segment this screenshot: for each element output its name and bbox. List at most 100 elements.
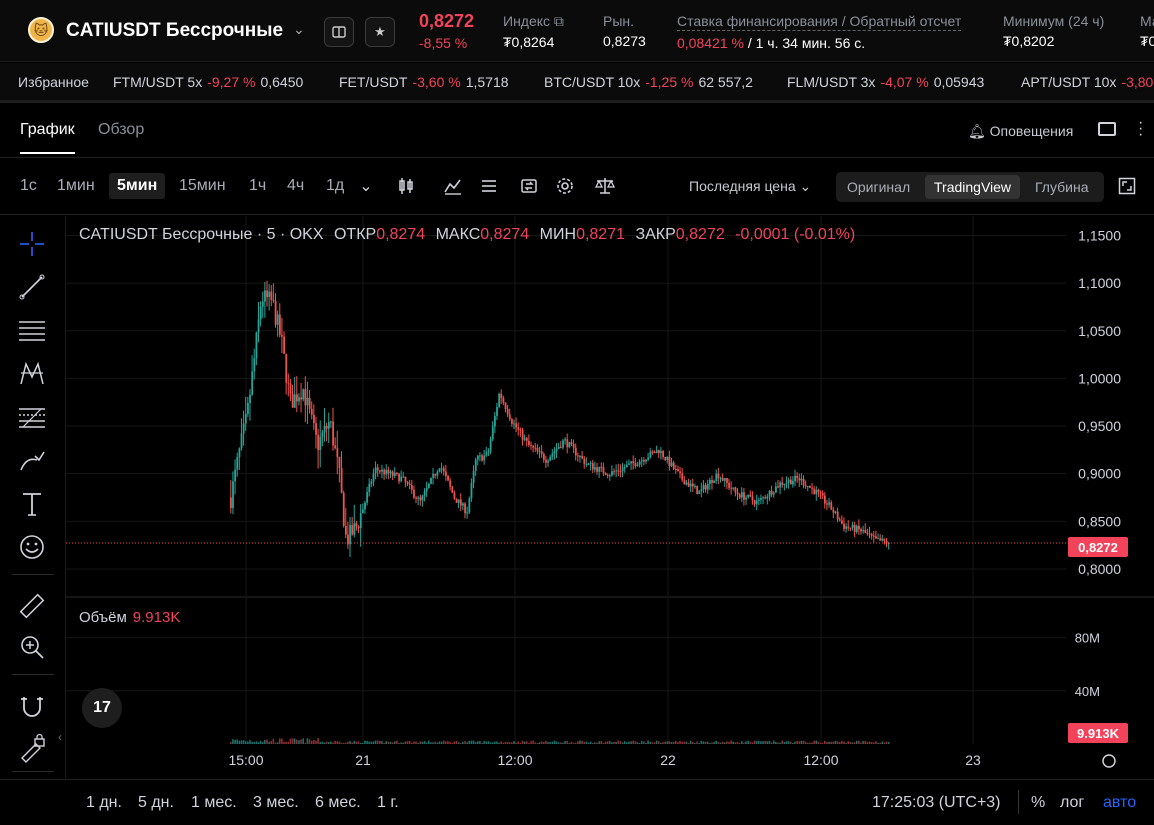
timeframe-1m[interactable]: 1мин <box>57 177 95 194</box>
funding-countdown: / 1 ч. 34 мин. 56 с. <box>743 35 866 51</box>
volume-bar <box>830 741 832 744</box>
timeframe-1d[interactable]: 1д <box>326 177 345 194</box>
volume-bar <box>851 742 854 744</box>
tab-overview[interactable]: Обзор <box>98 121 145 138</box>
favorite-star-icon[interactable]: ★ <box>365 17 395 47</box>
ticker-price: 0,6450 <box>260 74 304 90</box>
volume-bar <box>583 741 586 744</box>
brush-icon[interactable] <box>16 445 48 477</box>
candle-body <box>623 467 626 469</box>
price-chart[interactable]: 15:00 21 12:00 22 12:00 23 1,1500 1,1000 1,0500 1… <box>66 216 1154 778</box>
candle-body <box>883 538 886 541</box>
fib-retracement-icon[interactable] <box>16 402 48 434</box>
candle-body <box>511 419 513 424</box>
range-1m[interactable]: 1 мес. <box>191 794 237 811</box>
volume-bar <box>291 738 294 744</box>
zoom-in-icon[interactable] <box>16 631 48 663</box>
tradingview-logo-icon[interactable]: 17 <box>82 688 122 728</box>
candle-body <box>257 319 260 333</box>
candle-body <box>672 462 675 470</box>
candle-body <box>845 526 848 529</box>
window-icon[interactable] <box>1098 122 1116 136</box>
volume-bar <box>723 742 726 744</box>
legend-low: 0,8271 <box>576 226 625 243</box>
volume-bar <box>238 740 241 744</box>
ticker-item[interactable]: APT/USDT 10x -3,80 <box>1021 74 1154 90</box>
volume-bar <box>525 741 528 744</box>
ticker-item[interactable]: FET/USDT -3,60 % 1,5718 <box>339 74 509 90</box>
compare-icon[interactable] <box>518 175 540 197</box>
candle-body <box>319 436 322 450</box>
ticker-item[interactable]: FLM/USDT 3x -4,07 % 0,05943 <box>787 74 984 90</box>
book-icon[interactable] <box>324 17 354 47</box>
volume-bar <box>393 741 396 744</box>
range-1y[interactable]: 1 г. <box>377 794 399 811</box>
more-vertical-icon[interactable]: · · · <box>1138 114 1144 143</box>
chevron-down-icon[interactable]: ⌄ <box>293 21 305 37</box>
view-depth[interactable]: Глубина <box>1035 179 1089 195</box>
volume-bar <box>694 742 696 744</box>
volume-bar <box>234 739 236 744</box>
alerts-button[interactable]: 🔔︎ Оповещения <box>968 123 1073 140</box>
candles-icon[interactable] <box>395 175 417 197</box>
range-1d[interactable]: 1 дн. <box>86 794 122 811</box>
external-link-icon[interactable]: ⧉ <box>553 13 564 29</box>
trend-line-icon[interactable] <box>16 271 48 303</box>
candle-body <box>325 425 328 429</box>
timeframe-4h[interactable]: 4ч <box>287 177 305 194</box>
range-5d[interactable]: 5 дн. <box>138 794 174 811</box>
tab-chart[interactable]: График <box>20 121 75 154</box>
fullscreen-icon[interactable] <box>1116 175 1138 197</box>
range-6m[interactable]: 6 мес. <box>315 794 361 811</box>
stat-label[interactable]: Ставка финансирования / Обратный отсчет <box>677 13 962 31</box>
favorites-label[interactable]: Избранное <box>18 74 89 90</box>
volume-bar <box>734 742 737 744</box>
range-3m[interactable]: 3 мес. <box>253 794 299 811</box>
volume-bar <box>240 740 243 744</box>
clock-timezone[interactable]: 17:25:03 (UTC+3) <box>872 794 1001 811</box>
timeframe-15m[interactable]: 15мин <box>179 177 226 194</box>
volume-bar <box>755 740 758 744</box>
candle-body <box>698 491 701 495</box>
scale-balance-icon[interactable] <box>594 175 616 197</box>
volume-bar <box>310 740 313 744</box>
auto-scale-toggle[interactable]: авто <box>1103 794 1137 811</box>
volume-bar <box>479 740 481 744</box>
lock-drawings-icon[interactable] <box>16 732 48 764</box>
candle-body <box>408 483 411 486</box>
log-scale-toggle[interactable]: лог <box>1060 794 1085 811</box>
timeframe-1h[interactable]: 1ч <box>249 177 267 194</box>
candle-body <box>798 478 801 481</box>
ruler-icon[interactable] <box>16 590 48 622</box>
horizontal-lines-icon[interactable] <box>16 314 48 346</box>
ticker-symbol: BTC/USDT 10x <box>544 74 641 90</box>
timeframe-dropdown-icon[interactable]: ⌄ <box>359 178 373 195</box>
list-icon[interactable] <box>478 175 500 197</box>
ticker-item[interactable]: BTC/USDT 10x -1,25 % 62 557,2 <box>544 74 753 90</box>
candle-body <box>617 470 620 472</box>
text-tool-icon[interactable] <box>16 488 48 520</box>
volume-bar <box>287 741 290 744</box>
view-original[interactable]: Оригинал <box>847 179 911 195</box>
candle-body <box>877 538 880 540</box>
ticker-item[interactable]: FTM/USDT 5x -9,27 % 0,6450 <box>113 74 303 90</box>
volume-bar <box>838 741 841 744</box>
price-type-select[interactable]: Последняя цена ⌄ <box>689 178 811 195</box>
crosshair-icon[interactable] <box>16 228 48 260</box>
candle-body <box>726 478 728 483</box>
ticker-symbol: APT/USDT 10x <box>1021 74 1117 90</box>
timeframe-1s[interactable]: 1с <box>20 177 37 194</box>
magnet-icon[interactable] <box>16 690 48 722</box>
collapse-toolbar-icon[interactable]: ‹ <box>58 730 62 744</box>
candle-body <box>723 478 726 481</box>
percent-scale-toggle[interactable]: % <box>1031 794 1046 811</box>
emoji-icon[interactable] <box>16 531 48 563</box>
indicators-icon[interactable] <box>442 175 464 197</box>
timeframe-5m[interactable]: 5мин <box>109 173 166 199</box>
pair-name[interactable]: CATIUSDT Бессрочные <box>66 20 284 41</box>
view-tradingview[interactable]: TradingView <box>925 175 1021 199</box>
settings-gear-icon[interactable] <box>554 175 576 197</box>
candle-body <box>381 469 383 472</box>
pattern-icon[interactable] <box>16 358 48 390</box>
volume-bar <box>862 741 864 744</box>
